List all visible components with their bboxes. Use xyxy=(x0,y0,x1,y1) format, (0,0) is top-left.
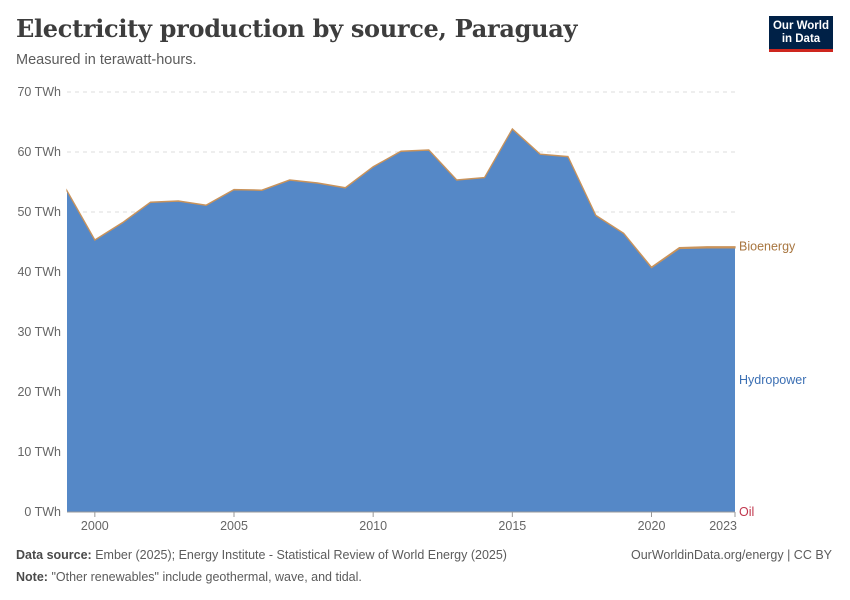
chart-note: Note: "Other renewables" include geother… xyxy=(16,570,362,584)
y-tick-label: 0 TWh xyxy=(24,505,61,519)
series-areas xyxy=(66,127,736,513)
y-tick-label: 60 TWh xyxy=(17,145,61,159)
data-source-text[interactable]: Ember (2025); Energy Institute - Statist… xyxy=(95,548,507,562)
y-tick-label: 40 TWh xyxy=(17,265,61,279)
owid-logo[interactable]: Our World in Data xyxy=(769,16,833,52)
chart-subtitle: Measured in terawatt-hours. xyxy=(16,52,197,68)
y-tick-label: 50 TWh xyxy=(17,205,61,219)
legend: Oil Hydropower Bioenergy xyxy=(739,240,806,519)
attribution-link[interactable]: OurWorldinData.org/energy | CC BY xyxy=(630,548,832,562)
logo-line-2: in Data xyxy=(781,32,821,45)
y-tick-label: 30 TWh xyxy=(17,325,61,339)
x-axis-ticks: 2000 2005 2010 2015 2020 2023 xyxy=(81,512,737,533)
y-tick-label: 20 TWh xyxy=(17,385,61,399)
x-tick-label: 2015 xyxy=(498,519,526,533)
data-source-label: Data source: xyxy=(16,548,92,562)
area-hydropower[interactable] xyxy=(67,129,735,512)
legend-bioenergy[interactable]: Bioenergy xyxy=(739,240,796,254)
legend-oil[interactable]: Oil xyxy=(739,505,754,519)
x-tick-label: 2023 xyxy=(709,519,737,533)
note-label: Note: xyxy=(16,570,48,584)
y-tick-label: 10 TWh xyxy=(17,445,61,459)
logo-line-1: Our World xyxy=(772,19,829,32)
y-tick-label: 70 TWh xyxy=(17,85,61,99)
x-tick-label: 2020 xyxy=(638,519,666,533)
y-axis-ticks: 0 TWh 10 TWh 20 TWh 30 TWh 40 TWh 50 TWh 60 TW… xyxy=(17,85,61,519)
x-tick-label: 2000 xyxy=(81,519,109,533)
legend-hydropower[interactable]: Hydropower xyxy=(739,373,806,387)
x-tick-label: 2005 xyxy=(220,519,248,533)
x-tick-label: 2010 xyxy=(359,519,387,533)
note-text: "Other renewables" include geothermal, w… xyxy=(51,570,362,584)
chart-title: Electricity production by source, Paragu… xyxy=(16,14,578,43)
area-bioenergy[interactable] xyxy=(66,127,736,269)
data-source: Data source: Ember (2025); Energy Instit… xyxy=(16,548,507,562)
